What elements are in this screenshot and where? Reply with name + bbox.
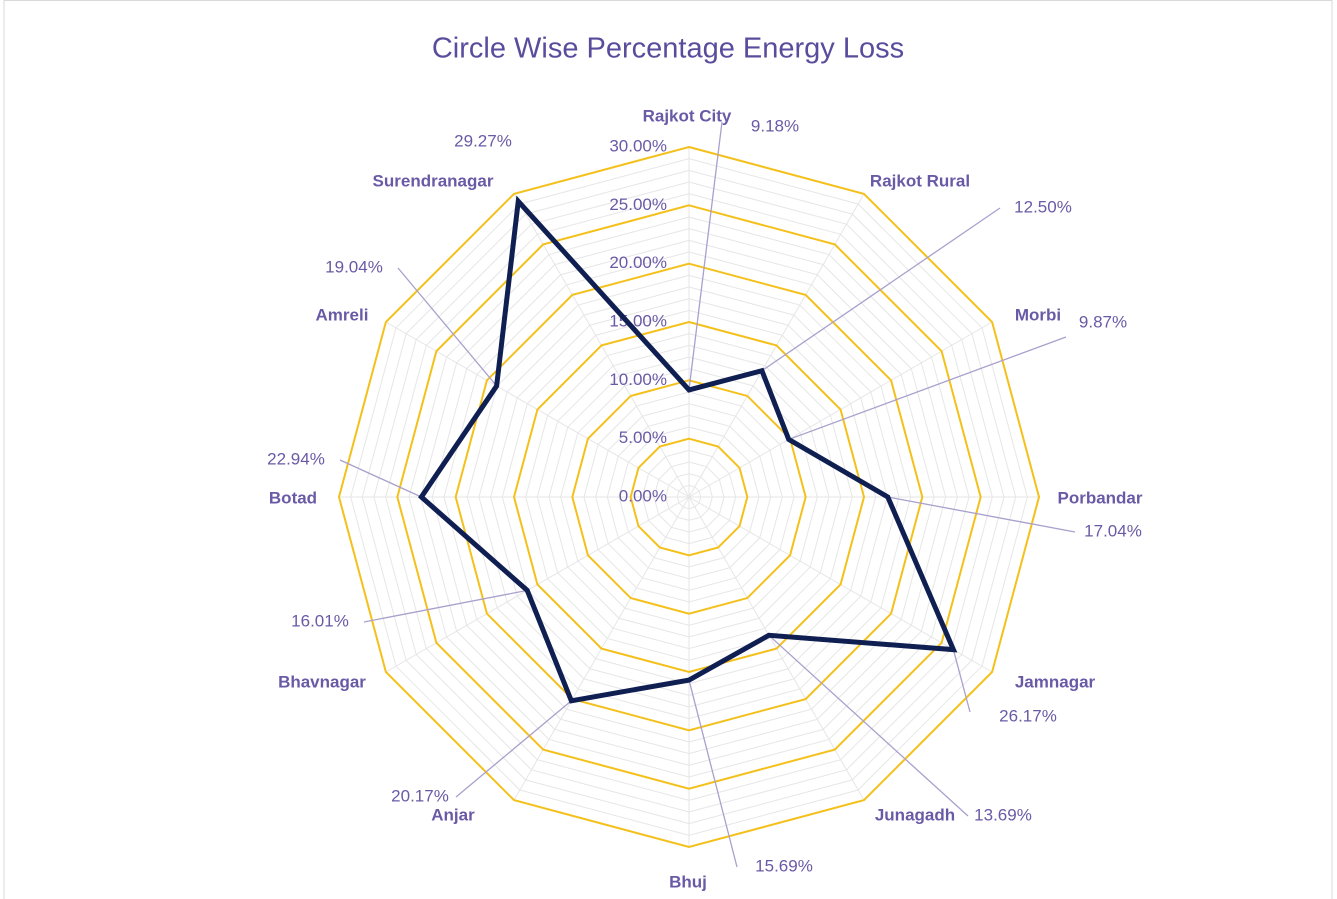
leader-line: [397, 267, 498, 387]
leader-line: [952, 649, 971, 713]
data-label: 17.04%: [1084, 521, 1142, 540]
data-label: 16.01%: [291, 611, 349, 630]
data-label: 29.27%: [454, 131, 512, 150]
data-label: 9.18%: [751, 116, 799, 135]
category-label: Junagadh: [875, 805, 955, 824]
chart-border: [3, 0, 1333, 899]
r-tick-label: 25.00%: [609, 195, 667, 214]
data-label: 12.50%: [1014, 197, 1072, 216]
grid-ring: [629, 437, 749, 557]
category-label: Bhuj: [669, 872, 707, 891]
data-label: 22.94%: [267, 449, 325, 468]
data-label: 20.17%: [391, 786, 449, 805]
category-label: Surendranagar: [373, 171, 494, 190]
category-label: Amreli: [316, 305, 369, 324]
leader-line: [339, 459, 422, 498]
category-label: Jamnagar: [1015, 672, 1096, 691]
leader-line: [887, 496, 1076, 533]
grid-ring: [454, 262, 924, 732]
r-tick-label: 0.00%: [619, 486, 667, 505]
chart-title: Circle Wise Percentage Energy Loss: [432, 33, 904, 65]
r-tick-label: 20.00%: [609, 253, 667, 272]
data-label: 15.69%: [755, 856, 813, 875]
leader-line: [768, 634, 969, 817]
leader-line: [788, 336, 1067, 441]
data-label: 13.69%: [974, 805, 1032, 824]
grid-ring: [337, 145, 1041, 849]
category-label: Bhavnagar: [278, 672, 366, 691]
category-label: Rajkot Rural: [870, 171, 970, 190]
data-label: 19.04%: [325, 257, 383, 276]
category-label: Morbi: [1015, 305, 1061, 324]
grid-ring: [396, 204, 982, 790]
data-label: 9.87%: [1079, 312, 1127, 331]
category-label: Anjar: [431, 805, 475, 824]
series-line: [418, 195, 958, 704]
leader-line: [688, 121, 723, 390]
r-tick-label: 5.00%: [619, 428, 667, 447]
r-tick-label: 10.00%: [609, 370, 667, 389]
category-label: Rajkot City: [643, 106, 732, 125]
r-tick-label: 30.00%: [609, 136, 667, 155]
leader-line: [363, 589, 528, 623]
category-label: Porbandar: [1057, 488, 1142, 507]
leader-line: [688, 679, 738, 868]
leader-line: [455, 700, 572, 798]
leader-line: [761, 207, 1001, 372]
category-label: Botad: [269, 488, 317, 507]
grid-ring: [512, 320, 866, 674]
data-label: 26.17%: [999, 706, 1057, 725]
